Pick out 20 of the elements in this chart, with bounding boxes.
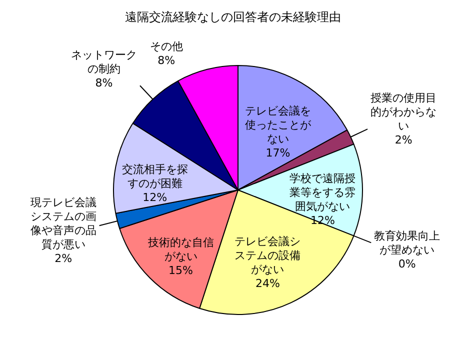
slice-label: 学校で遠隔授業等をする雰囲気がない	[290, 172, 356, 213]
data-label: 12%	[142, 190, 168, 204]
data-label: 8%	[95, 76, 113, 90]
data-label: 15%	[168, 264, 194, 278]
slice-label: その他	[150, 40, 183, 53]
slice-label: 交流相手を探すのが困難	[122, 162, 188, 190]
data-label: 2%	[394, 134, 412, 147]
slice-label: ネットワークの制約	[70, 48, 137, 76]
data-label: 17%	[266, 146, 290, 160]
text: 0%	[398, 258, 416, 271]
data-label: 2%	[54, 252, 72, 265]
slice-label: テレビ会議を使ったことがない	[244, 104, 312, 146]
slice-label: テレビ会議システムの設備がない	[234, 234, 301, 276]
data-label: 24%	[255, 276, 280, 290]
data-label: 8%	[158, 54, 176, 67]
slice-label: 技術的な自信がない	[146, 236, 214, 264]
legend-label: 教育効果向上が望めない	[374, 230, 440, 257]
slice-label: 授業の使用目的がわからない	[370, 92, 437, 133]
slice-label: 現テレビ会議システムの画像や音声の品質が悪い	[30, 196, 96, 251]
chart-title: 遠隔交流経験なしの回答者の未経験理由	[125, 10, 341, 24]
